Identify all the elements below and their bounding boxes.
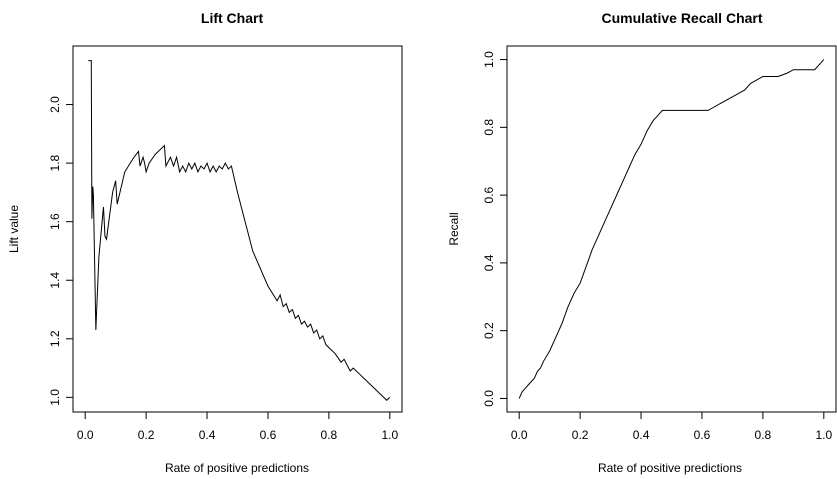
recall-plot-frame <box>506 45 837 413</box>
recall-chart-title: Cumulative Recall Chart <box>601 10 762 26</box>
cumulative-recall-chart: Cumulative Recall Chart 0.0 0.2 0.4 0.6 0.8 1… <box>447 10 837 475</box>
recall-series-line <box>518 59 825 399</box>
recall-x-tick-label: 0.0 <box>511 428 528 442</box>
lift-y-ticks: 1.0 1.2 1.4 1.6 1.8 2.0 <box>48 96 73 406</box>
lift-y-tick-label: 1.8 <box>48 154 62 171</box>
recall-x-tick-label: 1.0 <box>815 428 832 442</box>
lift-x-tick-label: 0.2 <box>138 428 155 442</box>
lift-chart-title: Lift Chart <box>201 10 264 26</box>
recall-x-tick-label: 0.2 <box>572 428 589 442</box>
recall-x-tick-label: 0.6 <box>694 428 711 442</box>
lift-x-tick-label: 1.0 <box>381 428 398 442</box>
lift-y-tick-label: 1.4 <box>48 272 62 289</box>
lift-y-tick-label: 2.0 <box>48 96 62 113</box>
lift-series-line <box>88 60 391 401</box>
recall-y-tick-label: 0.8 <box>482 119 496 136</box>
lift-x-tick-label: 0.0 <box>77 428 94 442</box>
lift-y-tick-label: 1.2 <box>48 330 62 347</box>
lift-plot-frame <box>72 45 403 413</box>
recall-y-tick-label: 0.0 <box>482 390 496 407</box>
recall-x-tick-label: 0.8 <box>755 428 772 442</box>
recall-x-axis-label: Rate of positive predictions <box>598 461 742 475</box>
lift-x-axis-label: Rate of positive predictions <box>165 461 309 475</box>
recall-y-tick-label: 1.0 <box>482 51 496 68</box>
lift-x-tick-label: 0.8 <box>321 428 338 442</box>
lift-x-tick-label: 0.4 <box>199 428 216 442</box>
lift-x-ticks: 0.0 0.2 0.4 0.6 0.8 1.0 <box>77 412 398 442</box>
recall-y-tick-label: 0.4 <box>482 254 496 271</box>
recall-y-ticks: 0.0 0.2 0.4 0.6 0.8 1.0 <box>482 51 507 407</box>
lift-y-tick-label: 1.0 <box>48 389 62 406</box>
recall-y-axis-label: Recall <box>447 212 461 245</box>
recall-x-ticks: 0.0 0.2 0.4 0.6 0.8 1.0 <box>511 412 832 442</box>
recall-y-tick-label: 0.6 <box>482 186 496 203</box>
lift-y-tick-label: 1.6 <box>48 213 62 230</box>
lift-chart: Lift Chart 0.0 0.2 0.4 0.6 0.8 1.0 1.01.21.41… <box>7 10 403 475</box>
lift-x-tick-label: 0.6 <box>260 428 277 442</box>
recall-x-tick-label: 0.4 <box>633 428 650 442</box>
lift-y-axis-label: Lift value <box>7 205 21 253</box>
recall-y-tick-label: 0.2 <box>482 322 496 339</box>
